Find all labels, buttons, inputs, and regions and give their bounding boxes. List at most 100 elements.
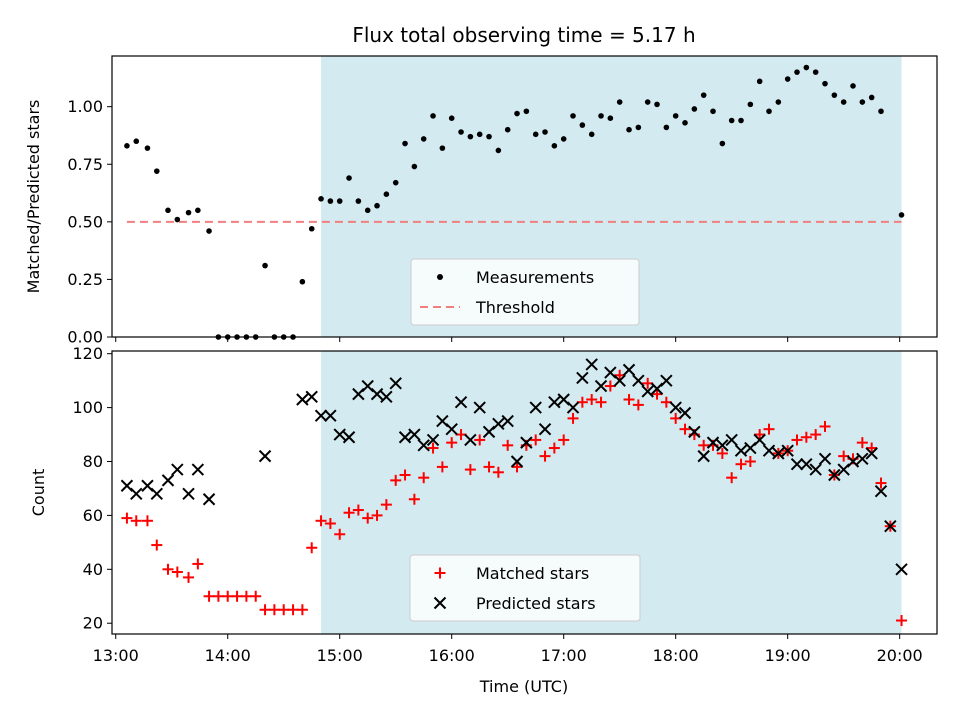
bottom-xtick-label: 20:00 xyxy=(877,646,923,665)
predicted-star-point-b xyxy=(576,371,589,385)
matched-star-point xyxy=(586,394,598,406)
predicted-star-point xyxy=(296,393,309,406)
predicted-star-point-b xyxy=(678,406,692,420)
predicted-star-point-b xyxy=(510,455,524,468)
bottom-xtick-label: 15:00 xyxy=(317,646,363,665)
predicted-star-point-b xyxy=(688,425,701,439)
bottom-ytick-label: 80 xyxy=(83,452,103,471)
predicted-star-point xyxy=(895,563,908,576)
matched-star-point xyxy=(162,563,174,575)
matched-star-point xyxy=(856,437,868,449)
predicted-star-point xyxy=(398,431,412,444)
measurement-point xyxy=(374,202,380,209)
measurement-point xyxy=(850,83,856,89)
predicted-star-point-b xyxy=(538,422,552,436)
matched-star-point xyxy=(502,439,514,451)
top-y-axis-label: Matched/Predicted stars xyxy=(24,100,43,294)
predicted-star-point-b xyxy=(398,431,412,444)
predicted-star-point-b xyxy=(473,401,486,414)
matched-star-point xyxy=(371,509,383,521)
legend-measurements-marker xyxy=(437,274,443,280)
bottom-ytick-label: 100 xyxy=(72,398,103,417)
matched-star-point xyxy=(130,515,142,527)
predicted-star-point-b xyxy=(258,449,272,463)
matched-star-point xyxy=(866,442,878,454)
predicted-star-point-b xyxy=(585,358,598,371)
predicted-star-point-b xyxy=(800,457,813,471)
measurement-point xyxy=(831,92,838,98)
predicted-star-point-b xyxy=(753,433,766,447)
predicted-star-point-b xyxy=(370,387,384,401)
predicted-star-point-b xyxy=(716,439,729,452)
matched-star-point xyxy=(791,434,803,446)
measurement-point xyxy=(174,216,181,223)
matched-star-point xyxy=(642,377,654,389)
predicted-star-point xyxy=(492,417,505,430)
predicted-star-point xyxy=(454,396,468,409)
matched-star-point xyxy=(203,590,215,602)
predicted-star-point-b xyxy=(846,455,860,468)
matched-star-point xyxy=(427,442,439,454)
matched-star-point xyxy=(754,429,766,441)
measurement-point xyxy=(654,101,660,108)
predicted-star-point-b xyxy=(436,414,449,428)
bottom-y-ticks: 20 40 60 80 100 120 xyxy=(72,344,112,633)
measurement-point xyxy=(458,129,464,135)
predicted-star-point xyxy=(520,436,533,449)
matched-star-point xyxy=(408,493,420,505)
matched-star-point xyxy=(875,477,887,489)
predicted-star-point xyxy=(182,487,195,501)
predicted-star-point-b xyxy=(454,396,468,409)
measurement-point xyxy=(185,209,192,216)
predicted-star-point-b xyxy=(501,414,514,428)
measurement-point xyxy=(206,228,212,234)
measurement-point xyxy=(364,207,371,214)
matched-star-point xyxy=(240,590,252,602)
bottom-xtick-label: 13:00 xyxy=(93,646,139,665)
predicted-star-point xyxy=(716,439,729,452)
predicted-star-point xyxy=(426,433,440,447)
top-panel: Flux total observing time = 5.17 h 0.000… xyxy=(24,23,938,347)
measurement-point xyxy=(635,124,642,131)
predicted-star-point-b xyxy=(305,390,318,404)
measurement-point xyxy=(318,196,324,202)
top-legend: Measurements Threshold xyxy=(410,258,640,326)
predicted-star-point-b xyxy=(389,377,402,390)
measurement-point xyxy=(355,198,362,204)
predicted-star-point-b xyxy=(361,379,374,393)
matched-star-point xyxy=(511,461,523,473)
measurement-point xyxy=(756,78,763,85)
measurement-point xyxy=(532,131,539,138)
matched-star-point xyxy=(259,604,271,616)
predicted-star-point-b xyxy=(202,493,216,506)
predicted-star-point xyxy=(342,431,356,444)
predicted-star-point xyxy=(818,452,832,466)
matched-star-point xyxy=(343,507,355,519)
predicted-star-point xyxy=(594,379,608,393)
measurement-point xyxy=(579,122,586,128)
predicted-star-point-b xyxy=(772,447,785,460)
matched-star-point xyxy=(632,399,644,411)
predicted-star-point xyxy=(314,409,328,422)
legend-matched-glyph xyxy=(434,567,446,579)
predicted-star-point xyxy=(734,444,748,457)
matched-star-point xyxy=(192,558,204,570)
matched-star-point xyxy=(679,423,691,435)
measurement-point xyxy=(467,133,474,140)
measurement-point xyxy=(728,117,735,124)
legend-predicted-glyph xyxy=(433,596,447,610)
predicted-star-point xyxy=(725,433,738,447)
predicted-star-point xyxy=(706,436,720,449)
predicted-star-point xyxy=(464,433,477,447)
matched-star-point xyxy=(819,420,831,432)
predicted-star-point-b xyxy=(874,484,888,498)
matched-star-point xyxy=(623,394,635,406)
matched-stars-marks xyxy=(121,369,908,627)
predicted-star-point-b xyxy=(725,433,738,447)
measurement-point xyxy=(598,113,604,119)
top-axes-frame xyxy=(111,55,938,338)
predicted-star-point xyxy=(846,455,860,468)
measurement-point xyxy=(430,113,436,119)
bottom-y-axis-label: Count xyxy=(29,469,48,517)
matched-star-point xyxy=(716,447,728,459)
